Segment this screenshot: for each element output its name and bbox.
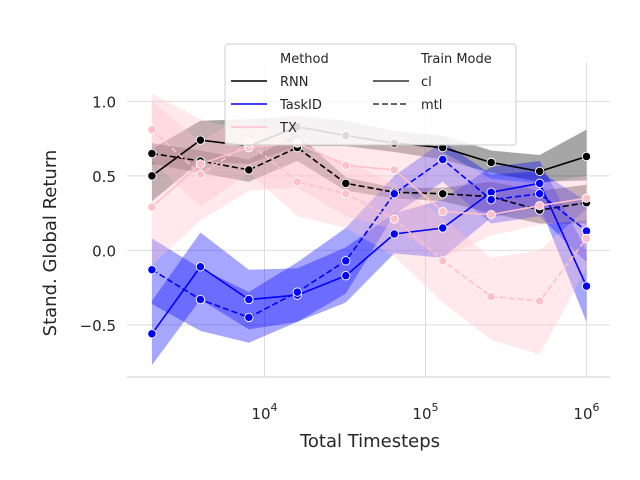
point-taskid-mtl	[195, 294, 206, 305]
point-tx-mtl	[147, 125, 157, 135]
y-tick-label: −0.5	[80, 317, 116, 335]
point-tx-cl	[581, 193, 592, 203]
point-tx-mtl	[581, 233, 592, 244]
y-tick-label: 0.5	[92, 168, 116, 186]
point-taskid-cl	[195, 262, 206, 272]
line-taskid-mtl	[151, 158, 587, 319]
legend-mtl-label: mtl	[421, 98, 442, 113]
x-tick-label: 105	[412, 401, 438, 423]
point-tx-cl	[486, 209, 496, 220]
point-taskid-cl	[535, 178, 545, 188]
point-taskid-cl	[341, 271, 351, 281]
point-tx-cl	[535, 201, 545, 211]
legend-taskid-label: TaskID	[279, 98, 322, 113]
point-rnn-cl	[535, 166, 545, 177]
x-tick-label: 106	[573, 401, 599, 423]
point-tx-mtl	[535, 296, 545, 306]
legend-tx-label: TX	[279, 121, 297, 136]
y-tick-label: 1.0	[92, 93, 116, 111]
point-tx-cl	[438, 206, 448, 217]
legend-mode-title: Train Mode	[420, 52, 492, 67]
legend-frame	[224, 43, 517, 146]
point-taskid-mtl	[535, 189, 545, 199]
point-tx-mtl	[195, 169, 206, 180]
band-taskid-mtl	[151, 141, 587, 343]
legend-cl-label: cl	[421, 75, 432, 90]
y-axis-label: Stand. Global Return	[40, 150, 61, 337]
line-taskid-cl	[151, 182, 588, 335]
legend-method-title: Method	[280, 52, 329, 67]
point-rnn-mtl	[147, 148, 157, 159]
point-taskid-cl	[244, 294, 254, 305]
point-rnn-cl	[147, 171, 157, 181]
point-tx-mtl	[341, 189, 351, 199]
point-taskid-mtl	[341, 256, 351, 266]
point-tx-mtl	[292, 177, 302, 187]
point-taskid-mtl	[292, 287, 302, 297]
point-rnn-cl	[195, 135, 206, 145]
y-tick-labels: 1.0 0.5 0.0 −0.5	[80, 93, 116, 334]
x-tick-label: 104	[251, 401, 277, 423]
point-taskid-mtl	[389, 189, 399, 199]
point-tx-cl	[389, 165, 399, 175]
band-taskid-cl	[151, 160, 587, 366]
line-tx-mtl	[151, 129, 588, 302]
point-taskid-mtl	[244, 312, 254, 323]
point-tx-cl	[195, 159, 206, 169]
point-rnn-mtl	[341, 178, 351, 188]
point-tx-cl	[341, 160, 351, 171]
legend: Method Train Mode RNN TaskID TX cl mtl	[224, 43, 517, 146]
point-taskid-mtl	[486, 195, 496, 205]
point-tx-mtl	[486, 291, 496, 302]
point-rnn-mtl	[244, 165, 254, 175]
point-tx-mtl	[438, 256, 448, 266]
line-rnn-mtl	[151, 146, 587, 211]
x-tick-labels: 104 105 106	[251, 401, 599, 423]
point-taskid-mtl	[438, 154, 448, 165]
line-tx-cl	[151, 142, 587, 216]
point-rnn-cl	[486, 157, 496, 168]
point-tx-mtl	[389, 214, 399, 224]
point-taskid-mtl	[147, 265, 157, 275]
point-tx-cl	[147, 202, 157, 212]
point-taskid-cl	[581, 281, 592, 291]
legend-rnn-label: RNN	[280, 75, 308, 90]
point-rnn-mtl	[438, 189, 448, 199]
point-taskid-cl	[147, 329, 157, 339]
y-tick-label: 0.0	[92, 242, 116, 260]
x-axis-label: Total Timesteps	[299, 431, 440, 452]
point-taskid-cl	[438, 223, 448, 233]
point-rnn-cl	[581, 151, 592, 162]
point-taskid-cl	[389, 229, 399, 239]
